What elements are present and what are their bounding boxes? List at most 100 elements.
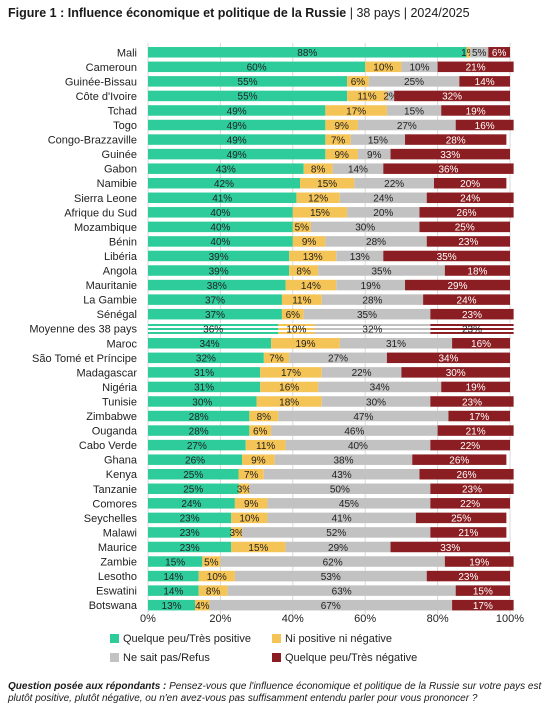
bar-segment-negative	[401, 367, 510, 378]
bar-segment-positive	[148, 570, 199, 582]
bar-segment-neutral	[292, 207, 348, 218]
bar-segment-negative	[444, 556, 514, 567]
data-label: 15%	[310, 208, 330, 219]
bar-segment-positive	[148, 381, 261, 393]
data-label: 21%	[458, 528, 478, 539]
data-label: 23%	[462, 325, 482, 336]
data-label: 13%	[303, 252, 323, 263]
data-label: 15%	[473, 586, 493, 597]
bar-segment-dontknow	[234, 570, 427, 582]
data-label: 5%	[204, 557, 219, 568]
data-label: 63%	[332, 586, 352, 597]
bar-segment-neutral	[238, 468, 264, 480]
data-label: 30%	[366, 397, 386, 408]
category-label: Gabon	[104, 164, 137, 176]
bar-segment-positive	[148, 585, 199, 596]
bar-segment-negative	[455, 585, 510, 596]
data-label: 41%	[332, 514, 352, 525]
bar-segment-negative	[386, 352, 510, 364]
data-label: 46%	[344, 426, 364, 437]
bar-segment-dontknow	[289, 352, 387, 364]
bar-segment-positive	[148, 599, 196, 611]
bar-segment-negative	[452, 338, 510, 349]
data-label: 49%	[227, 150, 247, 161]
title-countries: 38 pays	[356, 6, 401, 20]
data-label: 19%	[295, 339, 315, 350]
data-label: 28%	[366, 237, 386, 248]
bar-segment-neutral	[281, 294, 322, 305]
data-label: 29%	[328, 543, 348, 554]
category-label: Eswatini	[96, 586, 137, 598]
data-label: 22%	[352, 368, 372, 379]
data-label: 34%	[370, 383, 390, 394]
category-label: Tunisie	[102, 396, 137, 408]
bar-segment-positive	[148, 177, 301, 189]
data-label: 21%	[466, 63, 486, 74]
data-label: 14%	[163, 586, 183, 597]
data-label: 9%	[251, 455, 266, 466]
bar-segment-dontknow	[357, 148, 391, 160]
data-label: 12%	[308, 194, 328, 205]
data-label: 14%	[475, 77, 495, 88]
data-label: 6%	[351, 77, 366, 88]
bar-segment-neutral	[281, 308, 304, 320]
bar-segment-positive	[148, 207, 293, 218]
data-label: 15%	[368, 135, 388, 146]
bar-segment-neutral	[347, 76, 369, 87]
data-label: 8%	[311, 164, 326, 175]
category-label: Namibie	[97, 178, 137, 190]
bar-segment-dontknow	[339, 338, 453, 349]
bar-segment-negative	[419, 468, 514, 480]
data-label: 60%	[247, 63, 267, 74]
bar-segment-negative	[419, 221, 510, 233]
data-label: 31%	[194, 383, 214, 394]
bar-segment-neutral	[289, 265, 319, 276]
data-label: 31%	[386, 339, 406, 350]
bar-segment-dontknow	[209, 599, 453, 611]
data-label: 9%	[334, 121, 349, 132]
data-label: 6%	[286, 310, 301, 321]
bar-segment-positive	[148, 425, 250, 436]
bar-segment-dontknow	[321, 294, 424, 305]
bar-segment-dontknow	[386, 105, 442, 116]
data-label: 3%	[229, 528, 244, 539]
bar-segment-neutral	[325, 148, 358, 160]
bar-segment-negative	[437, 425, 514, 436]
category-label: Sénégal	[97, 309, 137, 321]
data-label: 10%	[286, 325, 306, 336]
category-label: Botswana	[89, 600, 138, 612]
bar-segment-dontknow	[267, 512, 416, 524]
data-label: 62%	[323, 557, 343, 568]
data-label: 49%	[227, 135, 247, 146]
bar-segment-negative	[455, 119, 514, 131]
category-label: Guinée	[102, 149, 137, 161]
data-label: 28%	[362, 295, 382, 306]
bar-segment-dontknow	[325, 236, 427, 247]
data-label: 27%	[328, 354, 348, 365]
bar-segment-dontknow	[314, 323, 431, 334]
bar-segment-positive	[148, 90, 348, 102]
category-label: Tanzanie	[93, 484, 137, 496]
data-label: 32%	[362, 325, 382, 336]
bar-segment-neutral	[234, 498, 268, 509]
bar-segment-dontknow	[332, 163, 384, 174]
legend-label: Ne sait pas/Refus	[123, 652, 210, 664]
data-label: 41%	[212, 194, 232, 205]
data-label: 29%	[448, 281, 468, 292]
bar-segment-positive	[148, 134, 326, 145]
bar-segment-positive	[148, 279, 286, 291]
bar-segment-negative	[419, 207, 514, 218]
bar-segment-dontknow	[285, 439, 431, 451]
bar-segment-negative	[437, 61, 514, 73]
category-label: Seychelles	[84, 513, 138, 525]
bar-segment-dontknow	[386, 90, 395, 102]
data-label: 16%	[471, 339, 491, 350]
bar-segment-neutral	[303, 163, 333, 174]
question-text: Pensez-vous que l'influence économique e…	[8, 681, 542, 704]
bar-segment-positive	[148, 250, 290, 262]
category-label: Comores	[92, 498, 137, 510]
data-label: 23%	[180, 543, 200, 554]
bar-segment-neutral	[245, 439, 286, 451]
bar-segment-neutral	[292, 221, 311, 233]
data-label: 26%	[185, 455, 205, 466]
